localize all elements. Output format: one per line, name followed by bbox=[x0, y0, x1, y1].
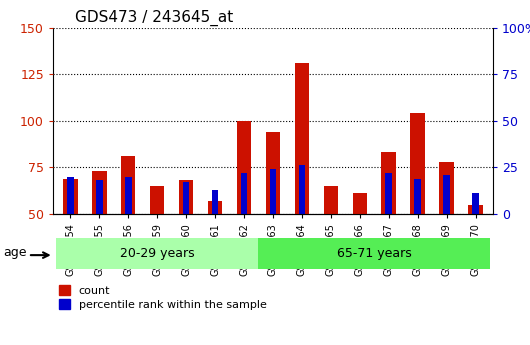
Bar bbox=[324, 186, 338, 214]
Bar bbox=[259, 238, 490, 269]
Bar bbox=[212, 190, 218, 214]
Text: age: age bbox=[3, 246, 27, 258]
Bar bbox=[92, 171, 107, 214]
Bar bbox=[96, 180, 103, 214]
Bar bbox=[439, 162, 454, 214]
Bar bbox=[295, 63, 309, 214]
Bar bbox=[266, 132, 280, 214]
Bar bbox=[469, 205, 483, 214]
Bar bbox=[150, 186, 164, 214]
Bar bbox=[125, 177, 131, 214]
Bar bbox=[183, 182, 189, 214]
Bar bbox=[414, 178, 421, 214]
Text: 20-29 years: 20-29 years bbox=[120, 247, 195, 260]
Bar bbox=[208, 201, 222, 214]
Bar bbox=[382, 152, 396, 214]
Bar bbox=[179, 180, 193, 214]
Bar bbox=[56, 238, 259, 269]
Bar bbox=[121, 156, 136, 214]
Bar bbox=[241, 173, 248, 214]
Bar bbox=[472, 194, 479, 214]
Bar bbox=[67, 177, 74, 214]
Bar bbox=[237, 121, 251, 214]
Bar bbox=[270, 169, 276, 214]
Text: GDS473 / 243645_at: GDS473 / 243645_at bbox=[75, 10, 233, 26]
Bar bbox=[298, 166, 305, 214]
Bar bbox=[385, 173, 392, 214]
Legend: count, percentile rank within the sample: count, percentile rank within the sample bbox=[58, 285, 267, 310]
Text: 65-71 years: 65-71 years bbox=[337, 247, 412, 260]
Bar bbox=[63, 178, 77, 214]
Bar bbox=[443, 175, 450, 214]
Bar bbox=[410, 113, 425, 214]
Bar bbox=[352, 194, 367, 214]
